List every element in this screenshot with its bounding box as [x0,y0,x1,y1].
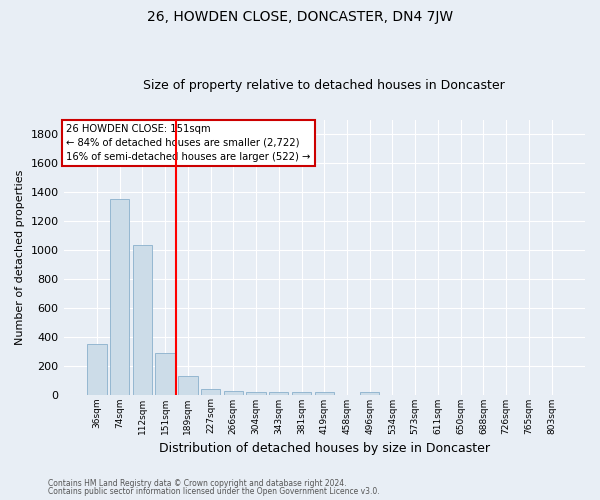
Bar [360,392,379,394]
Text: Contains HM Land Registry data © Crown copyright and database right 2024.: Contains HM Land Registry data © Crown c… [48,478,347,488]
Y-axis label: Number of detached properties: Number of detached properties [15,170,25,344]
Text: 26, HOWDEN CLOSE, DONCASTER, DN4 7JW: 26, HOWDEN CLOSE, DONCASTER, DN4 7JW [147,10,453,24]
Bar [133,246,152,394]
Text: Contains public sector information licensed under the Open Government Licence v3: Contains public sector information licen… [48,487,380,496]
Bar [314,392,334,394]
Bar [269,392,289,394]
Bar [201,388,220,394]
Bar [178,376,197,394]
Bar [224,391,243,394]
X-axis label: Distribution of detached houses by size in Doncaster: Distribution of detached houses by size … [159,442,490,455]
Bar [292,392,311,394]
Bar [87,344,107,395]
Bar [110,199,130,394]
Bar [155,352,175,395]
Title: Size of property relative to detached houses in Doncaster: Size of property relative to detached ho… [143,79,505,92]
Text: 26 HOWDEN CLOSE: 151sqm
← 84% of detached houses are smaller (2,722)
16% of semi: 26 HOWDEN CLOSE: 151sqm ← 84% of detache… [66,124,311,162]
Bar [247,392,266,394]
